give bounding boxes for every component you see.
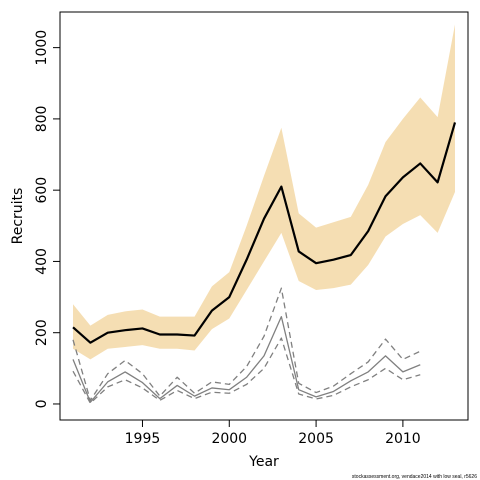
grey-upper-line (72, 287, 421, 402)
confidence-band (73, 24, 455, 360)
x-tick-label: 2010 (385, 431, 421, 447)
estimate-line (72, 122, 457, 344)
y-tick-label: 0 (34, 400, 50, 409)
y-axis-title: Recruits (10, 188, 26, 245)
y-tick-label: 600 (34, 177, 50, 204)
grey-lower-line (72, 337, 421, 404)
y-axis: 0 200 400 600 800 1000 (34, 30, 60, 409)
footer-credit: stockassessment.org, vendace2014 with lo… (352, 474, 477, 480)
ci-band-layer (73, 24, 455, 360)
y-tick-label: 400 (34, 248, 50, 275)
x-axis-title: Year (248, 454, 279, 470)
grey-estimate-line (72, 316, 421, 403)
y-tick-label: 200 (34, 319, 50, 346)
x-tick-label: 1995 (125, 431, 161, 447)
y-tick-label: 800 (34, 106, 50, 133)
series-layer (72, 122, 457, 404)
y-tick-label: 1000 (34, 30, 50, 66)
x-tick-label: 2000 (211, 431, 247, 447)
x-tick-label: 2005 (298, 431, 334, 447)
x-axis: 1995 2000 2005 2010 (125, 420, 421, 447)
plot-frame (59, 11, 469, 421)
